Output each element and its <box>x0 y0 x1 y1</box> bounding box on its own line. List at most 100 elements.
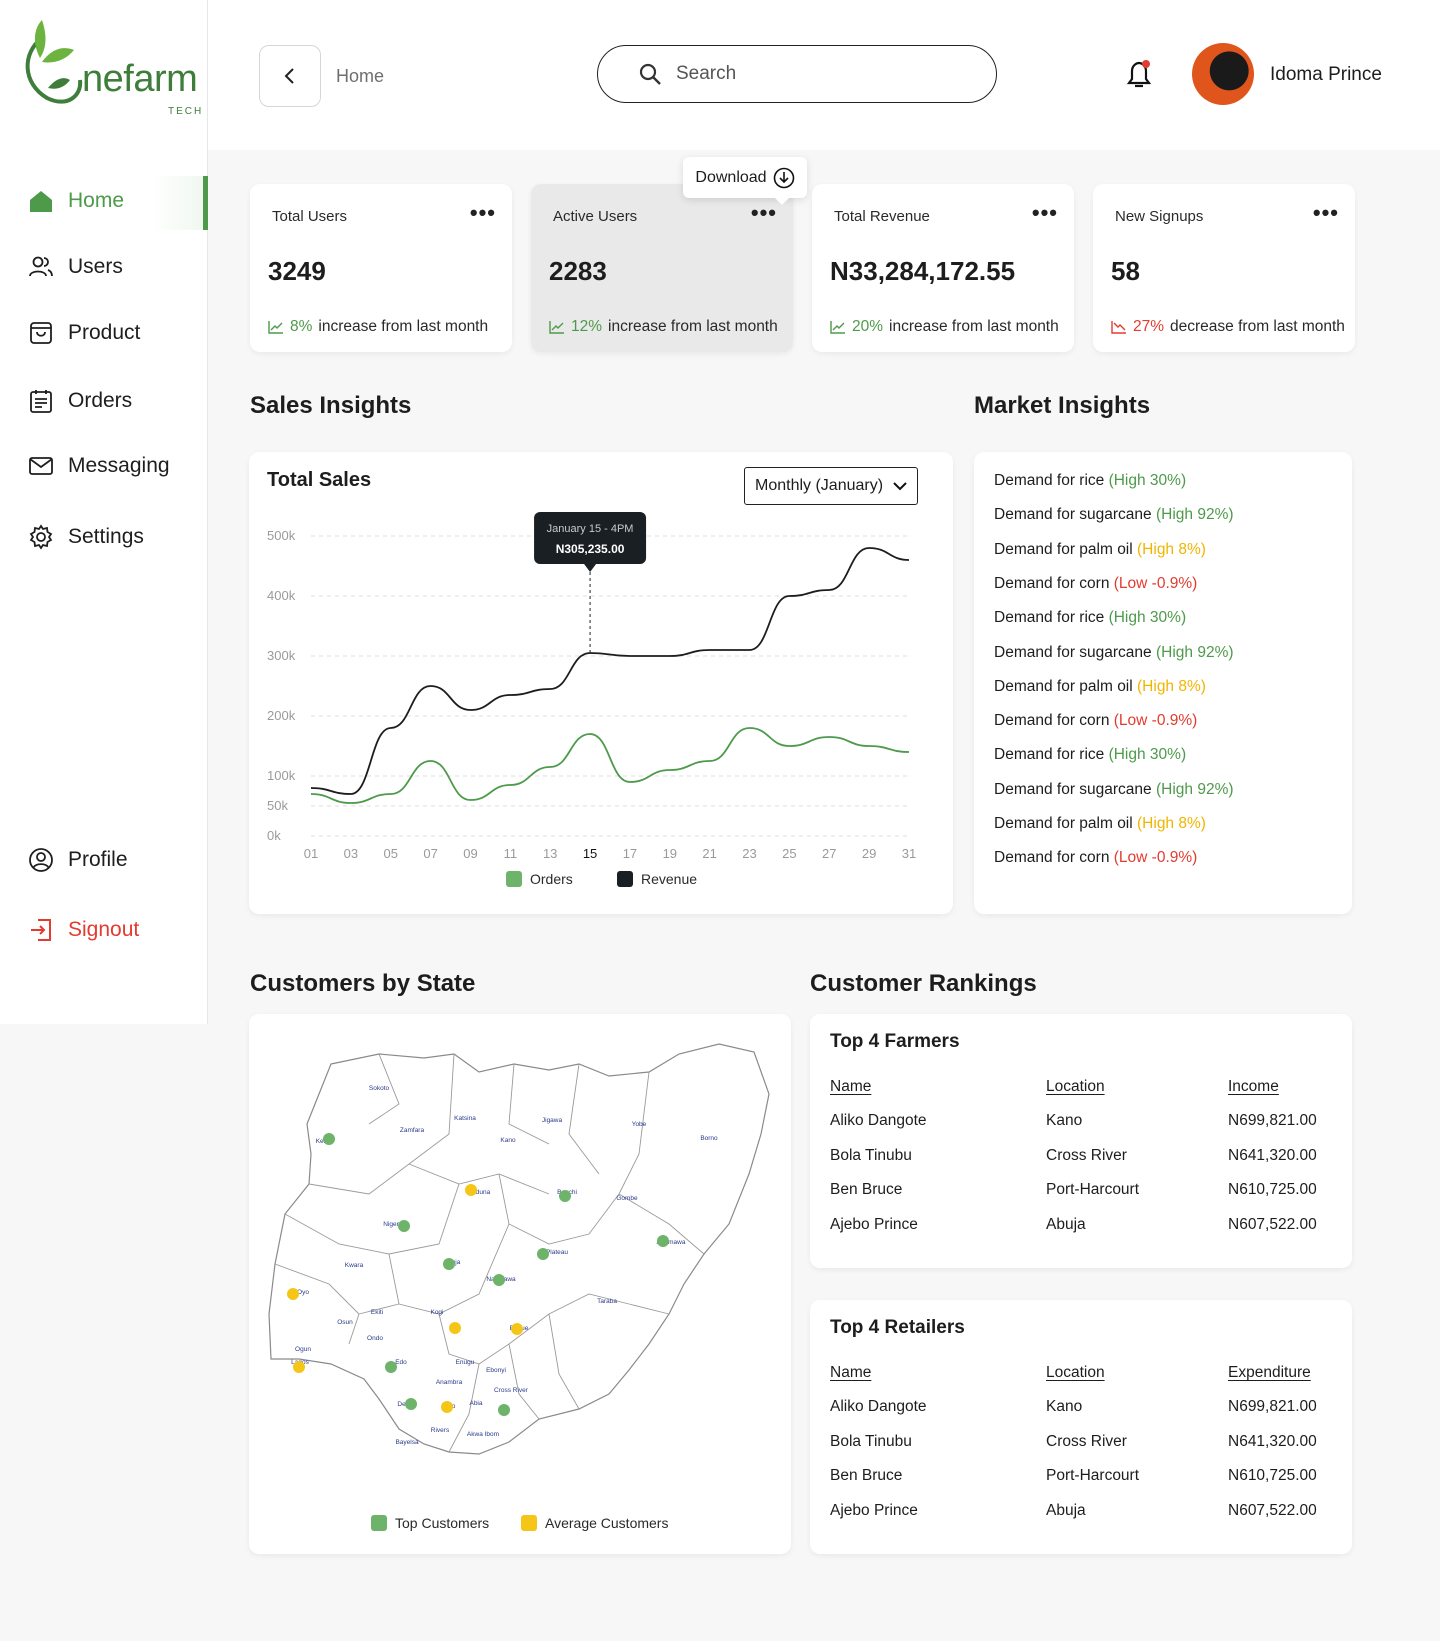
table-cell: N699,821.00 <box>1228 1112 1317 1129</box>
market-insight-label: Demand for palm oil <box>994 677 1133 695</box>
top-retailers-card: Top 4 Retailers Name Location Expenditure A… <box>810 1300 1352 1554</box>
chart-series <box>310 547 910 804</box>
sidebar-item-users[interactable]: Users <box>28 254 123 280</box>
stat-label: Total Revenue <box>834 208 930 225</box>
state-label: Kwara <box>345 1262 364 1269</box>
table-cell: Cross River <box>1046 1432 1127 1450</box>
revenue-swatch <box>617 871 633 887</box>
state-label: Osun <box>337 1319 353 1326</box>
state-label: Akwa Ibom <box>467 1431 499 1438</box>
sidebar-item-product[interactable]: Product <box>28 320 140 346</box>
x-axis: 01 03 05 07 09 11 13 15 17 19 21 23 25 27 29 31 <box>304 846 916 861</box>
stat-change: 20% increase from last month <box>830 318 1059 336</box>
column-header[interactable]: Location <box>1046 1364 1105 1381</box>
column-header[interactable]: Income <box>1228 1078 1279 1095</box>
market-insight-label: Demand for corn <box>994 849 1110 867</box>
market-insight-value: (High 30%) <box>1108 609 1187 627</box>
top-customer-marker[interactable] <box>657 1235 669 1247</box>
average-customer-marker[interactable] <box>449 1322 461 1334</box>
more-options-icon[interactable]: ••• <box>750 200 777 225</box>
table-cell: Abuja <box>1046 1501 1086 1519</box>
stat-change: 12% increase from last month <box>549 318 778 336</box>
top-customer-marker[interactable] <box>323 1133 335 1145</box>
sidebar-item-settings[interactable]: Settings <box>28 524 144 550</box>
nav-active-indicator <box>152 176 208 230</box>
average-customer-marker[interactable] <box>511 1323 523 1335</box>
x-tick-label: 31 <box>902 846 916 861</box>
table-cell: N607,522.00 <box>1228 1215 1317 1233</box>
stat-value: 2283 <box>549 256 607 286</box>
period-select[interactable]: Monthly (January) <box>744 467 918 505</box>
more-options-icon[interactable]: ••• <box>469 200 496 225</box>
top-customer-marker[interactable] <box>537 1248 549 1260</box>
market-insight-label: Demand for sugarcane <box>994 506 1152 524</box>
average-customer-marker[interactable] <box>293 1361 305 1373</box>
more-options-icon[interactable]: ••• <box>1312 200 1339 225</box>
more-options-icon[interactable]: ••• <box>1031 200 1058 225</box>
gear-icon <box>29 524 53 550</box>
avatar[interactable] <box>1192 43 1254 105</box>
nigeria-map: Sokoto Katsina Jigawa Yobe Borno Zamfara Kano K… <box>268 1043 770 1455</box>
x-tick-label: 13 <box>543 846 557 861</box>
sidebar-item-signout[interactable]: Signout <box>28 917 139 943</box>
top-customer-marker[interactable] <box>443 1258 455 1270</box>
average-customer-marker[interactable] <box>465 1184 477 1196</box>
back-button[interactable] <box>259 45 321 107</box>
breadcrumb[interactable]: Home <box>336 66 385 86</box>
user-circle-icon <box>29 848 53 872</box>
average-customer-marker[interactable] <box>441 1401 453 1413</box>
top-customer-marker[interactable] <box>559 1190 571 1202</box>
stat-label: Active Users <box>553 208 638 225</box>
sidebar-item-profile[interactable]: Profile <box>28 847 128 873</box>
top-customer-marker[interactable] <box>385 1361 397 1373</box>
table-cell: Ajebo Prince <box>830 1501 918 1519</box>
x-tick-label: 05 <box>383 846 397 861</box>
table-cell: N699,821.00 <box>1228 1398 1317 1415</box>
series-line-orders[interactable] <box>310 727 910 804</box>
top-customer-marker[interactable] <box>498 1404 510 1416</box>
search-input[interactable] <box>676 63 956 85</box>
notification-bell-icon[interactable] <box>1124 58 1154 92</box>
column-header[interactable]: Location <box>1046 1078 1105 1095</box>
orders-swatch <box>506 871 522 887</box>
state-label: Gombe <box>616 1195 638 1202</box>
sidebar-item-messaging[interactable]: Messaging <box>28 453 170 479</box>
user-name[interactable]: Idoma Prince <box>1270 64 1382 85</box>
sidebar-item-home[interactable]: Home <box>28 188 124 214</box>
series-line-revenue[interactable] <box>310 547 910 795</box>
sidebar: nefarm TECH Home Users Product Orders Me… <box>0 0 208 1024</box>
column-header[interactable]: Name <box>830 1078 872 1095</box>
top-customer-marker[interactable] <box>405 1398 417 1410</box>
onefarm-logo[interactable]: nefarm TECH <box>12 18 201 117</box>
market-insight-label: Demand for palm oil <box>994 540 1133 558</box>
y-tick-label: 300k <box>267 648 296 663</box>
mail-icon <box>29 457 53 475</box>
search-box[interactable] <box>597 45 997 103</box>
market-insight-label: Demand for sugarcane <box>994 643 1152 661</box>
market-insight-label: Demand for palm oil <box>994 815 1133 832</box>
average-customer-marker[interactable] <box>287 1288 299 1300</box>
market-insight-item: Demand for corn (Low -0.9%) <box>994 849 1197 867</box>
legend-orders: Orders <box>506 871 573 887</box>
x-tick-label: 01 <box>304 846 318 861</box>
trend-up-icon <box>268 321 283 334</box>
tooltip-box <box>534 512 647 564</box>
top-customer-marker[interactable] <box>398 1220 410 1232</box>
table-cell: N607,522.00 <box>1228 1501 1317 1519</box>
stat-change-text: increase from last month <box>318 318 489 335</box>
trend-down-icon <box>1111 321 1126 334</box>
trend-up-icon <box>549 321 564 334</box>
column-header[interactable]: Name <box>830 1364 872 1381</box>
market-insight-item: Demand for rice (High 30%) <box>994 609 1186 627</box>
column-header[interactable]: Expenditure <box>1228 1364 1311 1381</box>
download-button[interactable]: Download <box>683 157 807 205</box>
stat-change: 27% decrease from last month <box>1111 318 1345 336</box>
stat-card-total-revenue: Total Revenue ••• N33,284,172.55 20% inc… <box>812 184 1074 352</box>
state-label: Anambra <box>436 1379 463 1386</box>
state-label: Borno <box>700 1135 718 1142</box>
market-insight-item: Demand for palm oil (High 8%) <box>994 678 1206 696</box>
sidebar-item-label: Home <box>68 189 125 212</box>
top-customer-marker[interactable] <box>493 1274 505 1286</box>
sidebar-item-orders[interactable]: Orders <box>28 388 132 414</box>
market-insight-item: Demand for sugarcane (High 92%) <box>994 506 1234 524</box>
